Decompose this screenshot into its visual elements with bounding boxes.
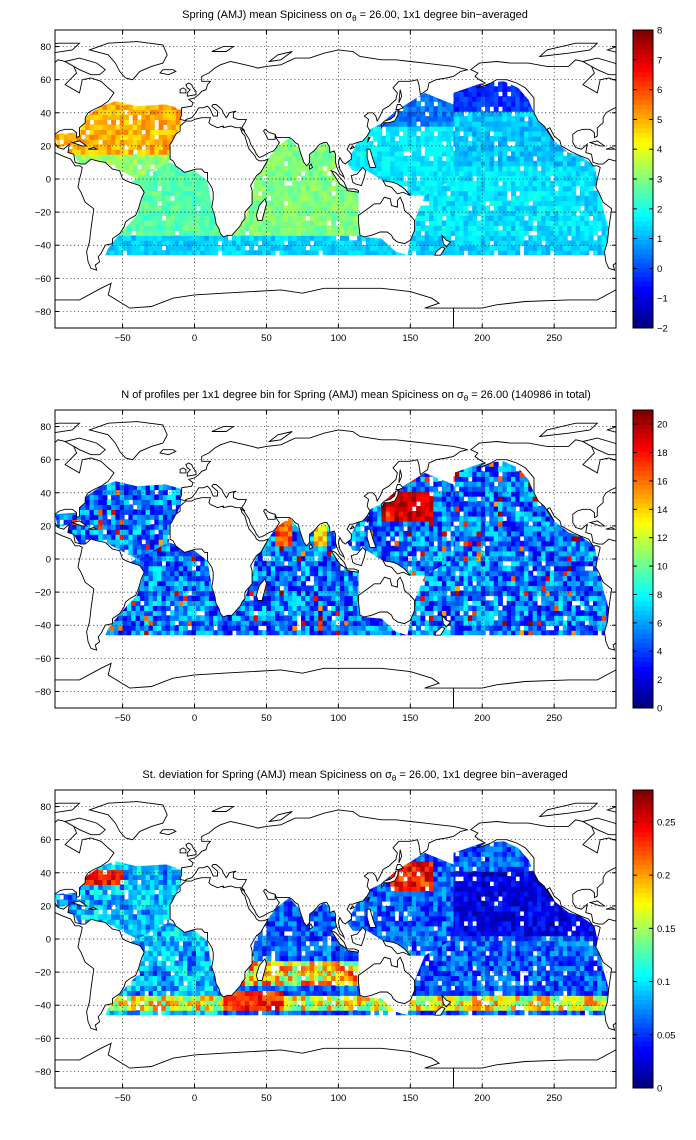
y-tick-label: −40 (35, 241, 51, 252)
y-tick-label: 0 (46, 555, 51, 566)
x-tick-label: 50 (261, 1093, 272, 1104)
colorbar-tick-label: 14 (657, 505, 668, 516)
land-ireland (180, 848, 186, 853)
colorbar-tick-label: 8 (657, 26, 662, 37)
colorbar-tick-label: 8 (657, 590, 662, 601)
colorbar-panel-1: −2 −1 0 1 2 3 4 5 6 7 8 (633, 26, 668, 335)
x-tick-label: 150 (402, 713, 418, 724)
y-tick-label: 20 (40, 141, 51, 152)
x-tick-label: 250 (546, 333, 562, 344)
y-tick-label: −60 (35, 654, 51, 665)
colorbar-tick-label: 0 (657, 1084, 662, 1095)
panel-2-profile-count: N of profiles per 1x1 degree bin for Spr… (0, 389, 696, 724)
colorbar-tick-label: 4 (657, 647, 662, 658)
colorbar-tick-label: 0 (657, 264, 662, 275)
colorbar-tick-label: 7 (657, 55, 662, 66)
colorbar-tick-label: 0 (657, 704, 662, 715)
x-tick-label: 100 (330, 1093, 346, 1104)
y-tick-label: 60 (40, 455, 51, 466)
y-tick-label: 80 (40, 422, 51, 433)
x-tick-label: −50 (115, 1093, 131, 1104)
y-tick-label: −80 (35, 687, 51, 698)
y-tick-label: −20 (35, 588, 51, 599)
colorbar-tick-label: −1 (657, 294, 668, 305)
panel-3-standard-deviation: St. deviation for Spring (AMJ) mean Spic… (0, 769, 696, 1104)
map-panel-2: −50 0 50 100 150 200 250 −80 −60 −40 −20 0 20 40 60 80 (0, 410, 696, 724)
colorbar-tick-label: 16 (657, 476, 668, 487)
y-tick-label: −80 (35, 307, 51, 318)
x-tick-label: 50 (261, 333, 272, 344)
panel-3-title: St. deviation for Spring (AMJ) mean Spic… (142, 769, 567, 783)
colorbar-tick-label: 2 (657, 204, 662, 215)
x-tick-label: 0 (192, 1093, 197, 1104)
x-tick-label: −50 (115, 713, 131, 724)
x-tick-label: 100 (330, 713, 346, 724)
x-tick-label: 200 (474, 713, 490, 724)
y-tick-label: 80 (40, 802, 51, 813)
y-tick-label: 40 (40, 868, 51, 879)
y-tick-label: −20 (35, 208, 51, 219)
y-tick-label: −60 (35, 1034, 51, 1045)
x-tick-label: 200 (474, 333, 490, 344)
x-tick-label: 200 (474, 1093, 490, 1104)
y-tick-label: 40 (40, 108, 51, 119)
y-tick-label: −60 (35, 274, 51, 285)
y-tick-label: 0 (46, 175, 51, 186)
x-tick-label: 250 (546, 713, 562, 724)
y-tick-label: 60 (40, 75, 51, 86)
colorbar-tick-label: 0.15 (657, 924, 676, 935)
x-tick-label: 250 (546, 1093, 562, 1104)
x-tick-label: 50 (261, 713, 272, 724)
land-ireland (180, 88, 186, 93)
y-tick-label: −80 (35, 1067, 51, 1078)
colorbar-tick-label: −2 (657, 324, 668, 335)
colorbar-tick-label: 6 (657, 618, 662, 629)
colorbar-tick-label: 6 (657, 85, 662, 96)
y-tick-label: −20 (35, 968, 51, 979)
map-panel-3: −50 0 50 100 150 200 250 −80 −60 −40 −20 0 20 40 60 80 (0, 790, 696, 1104)
x-tick-label: −50 (115, 333, 131, 344)
panel-2-title: N of profiles per 1x1 degree bin for Spr… (121, 389, 591, 403)
y-tick-label: 60 (40, 835, 51, 846)
colorbar-tick-label: 12 (657, 533, 668, 544)
x-tick-label: 0 (192, 333, 197, 344)
colorbar-tick-label: 10 (657, 562, 668, 573)
x-tick-label: 100 (330, 333, 346, 344)
colorbar-tick-label: 0.25 (657, 817, 676, 828)
y-tick-label: 20 (40, 521, 51, 532)
colorbar-tick-label: 0.2 (657, 871, 670, 882)
y-tick-label: −40 (35, 1001, 51, 1012)
map-panel-1: −50 0 50 100 150 200 250 −80 −60 −40 −20 0 20 40 60 80 (0, 30, 696, 344)
y-tick-label: 0 (46, 935, 51, 946)
x-tick-label: 150 (402, 333, 418, 344)
panel-1-spiciness-mean: Spring (AMJ) mean Spiciness on σθ = 26.0… (0, 9, 696, 344)
panel-1-title: Spring (AMJ) mean Spiciness on σθ = 26.0… (182, 9, 528, 23)
colorbar-tick-label: 0.1 (657, 977, 670, 988)
colorbar-tick-label: 18 (657, 448, 668, 459)
y-tick-label: 20 (40, 901, 51, 912)
colorbar-tick-label: 5 (657, 115, 662, 126)
land-ireland (180, 468, 186, 473)
y-tick-label: 80 (40, 42, 51, 53)
colorbar-tick-label: 0.05 (657, 1030, 676, 1041)
y-tick-label: −40 (35, 621, 51, 632)
x-tick-label: 150 (402, 1093, 418, 1104)
colorbar-tick-label: 2 (657, 675, 662, 686)
x-tick-label: 0 (192, 713, 197, 724)
colorbar-tick-label: 3 (657, 175, 662, 186)
colorbar-panel-2: 0 2 4 6 8 10 12 14 16 18 20 (633, 410, 668, 715)
colorbar-tick-label: 4 (657, 145, 662, 156)
colorbar-tick-label: 1 (657, 234, 662, 245)
y-tick-label: 40 (40, 488, 51, 499)
colorbar-tick-label: 20 (657, 420, 668, 431)
colorbar-panel-3: 0 0.05 0.1 0.15 0.2 0.25 (633, 790, 676, 1095)
